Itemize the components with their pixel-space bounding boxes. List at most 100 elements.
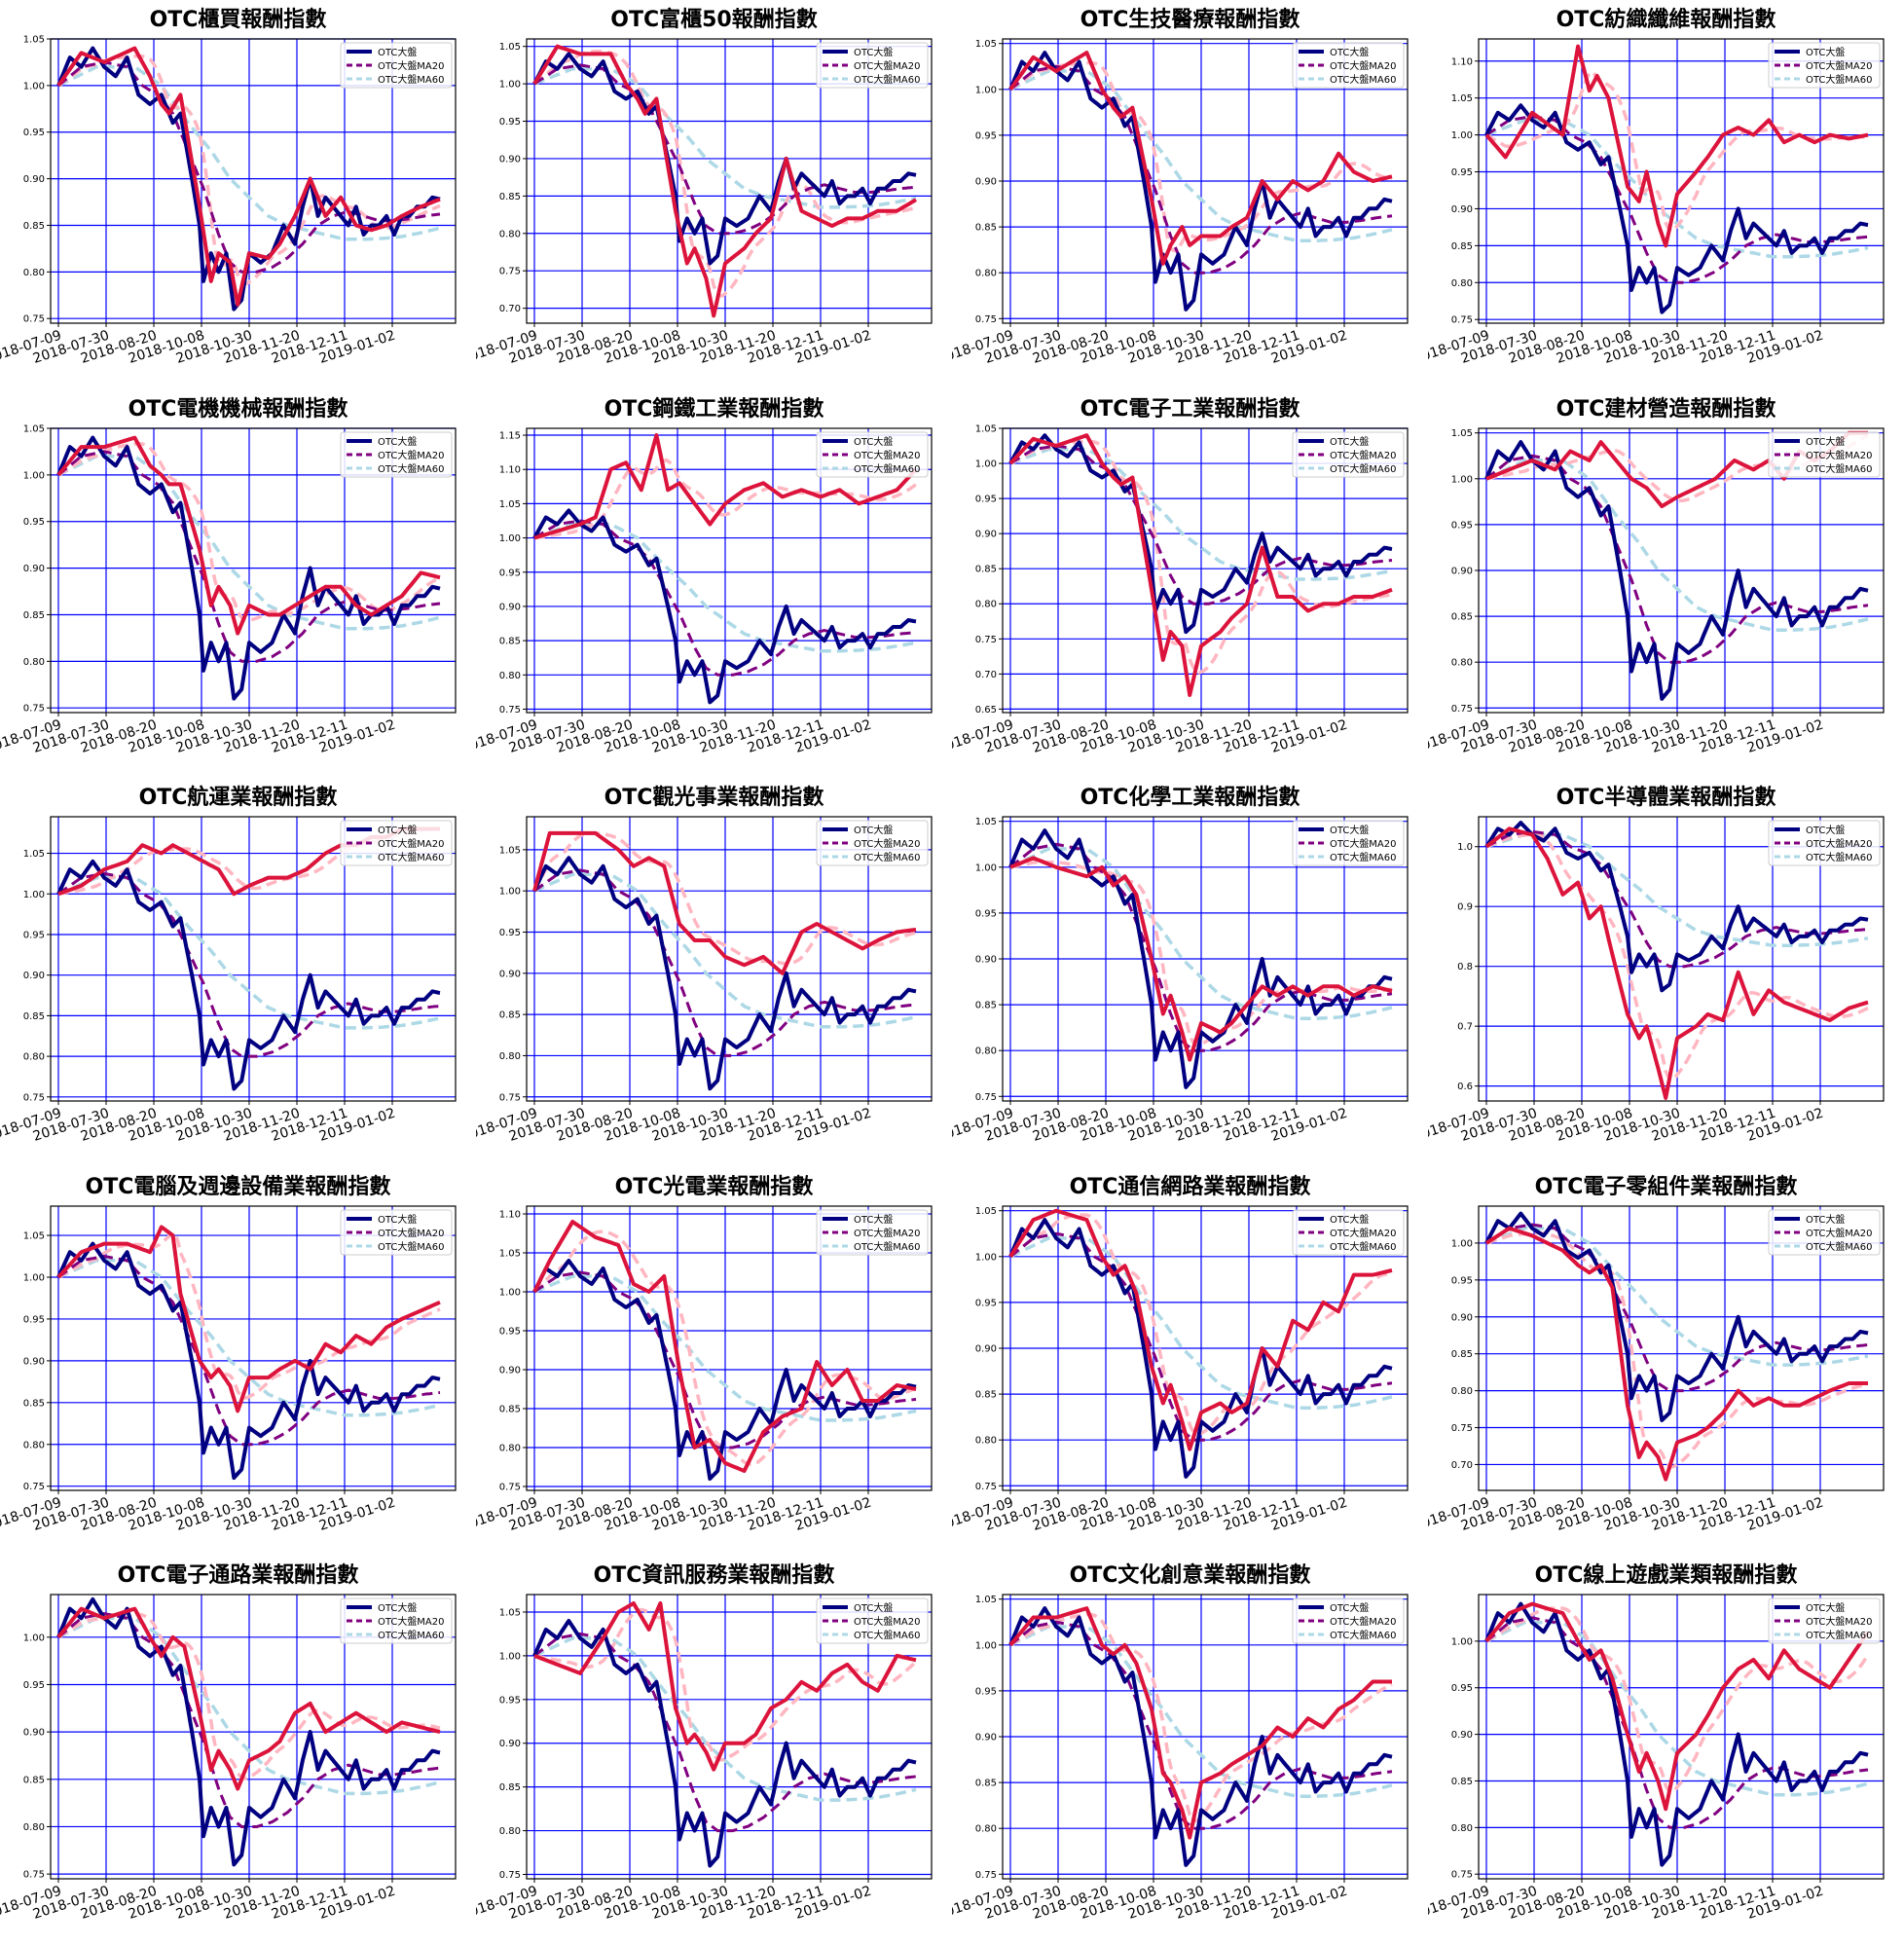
chart-panel: OTC文化創意業報酬指數 0.75 0.80 0.85 0.90 0.95 1.00 1.05…	[952, 1556, 1428, 1945]
plot-frame	[526, 1594, 933, 1880]
y-tick-label: 1.05	[1451, 93, 1473, 104]
plot-frame	[1478, 38, 1885, 324]
series-ma60-line	[1009, 69, 1393, 242]
series-ma20-line	[1009, 1231, 1393, 1442]
legend-label: OTC大盤	[1330, 46, 1369, 58]
legend-box	[1292, 42, 1405, 89]
series-market-line	[1484, 439, 1869, 701]
chart-panel: OTC化學工業報酬指數 0.75 0.80 0.85 0.90 0.95 1.00 1.05 2…	[952, 778, 1428, 1167]
y-tick-label: 0.90	[975, 1733, 997, 1743]
y-tick-label: 0.80	[499, 670, 521, 680]
legend-box	[340, 820, 453, 866]
y-tick-label: 0.85	[975, 1389, 997, 1400]
y-tick-label: 0.75	[1451, 1423, 1473, 1434]
series-market-line	[1484, 821, 1869, 993]
y-tick-label: 0.80	[975, 269, 997, 279]
legend-box	[1768, 42, 1881, 89]
series-ma20-line	[1009, 842, 1393, 1052]
series-ma20-line	[533, 868, 917, 1058]
y-tick-label: 0.85	[499, 1404, 521, 1414]
series-market-line	[532, 856, 917, 1091]
y-tick-label: 1.00	[499, 533, 521, 544]
y-tick-label: 0.80	[1451, 1823, 1473, 1834]
y-tick-label: 0.85	[1451, 241, 1473, 252]
chart-svg: 0.750.800.850.900.951.001.052018-07-0920…	[952, 38, 1409, 367]
chart-panel: OTC電腦及週邊設備業報酬指數 0.75 0.80 0.85 0.90 0.95 1.00 1…	[0, 1167, 476, 1557]
y-tick-label: 0.90	[499, 602, 521, 612]
chart-panel: OTC航運業報酬指數 0.75 0.80 0.85 0.90 0.95 1.00 1.05 20…	[0, 778, 476, 1167]
y-tick-label: 0.85	[1451, 1777, 1473, 1787]
y-tick-label: 1.00	[975, 1252, 997, 1263]
y-tick-label: 0.95	[23, 128, 45, 138]
series-sector-line	[1484, 1226, 1868, 1482]
y-tick-label: 0.8	[1457, 962, 1473, 972]
y-tick-label: 1.00	[1451, 1637, 1473, 1648]
y-tick-label: 0.80	[975, 1435, 997, 1446]
y-tick-label: 0.6	[1457, 1082, 1473, 1092]
y-tick-label: 0.95	[23, 1314, 45, 1325]
legend-box	[816, 42, 929, 89]
y-tick-label: 0.75	[499, 705, 521, 716]
y-tick-label: 0.90	[499, 969, 521, 979]
y-tick-label: 0.95	[975, 494, 997, 504]
series-ma60-line	[533, 1274, 917, 1422]
y-tick-label: 0.7	[1457, 1022, 1473, 1033]
legend-label: OTC大盤	[1806, 1601, 1845, 1614]
chart-panel: OTC通信網路業報酬指數 0.75 0.80 0.85 0.90 0.95 1.00 1.05…	[952, 1167, 1428, 1557]
chart-panel: OTC觀光事業報酬指數 0.75 0.80 0.85 0.90 0.95 1.00 1.05 2…	[476, 778, 952, 1167]
legend-box	[1292, 431, 1405, 478]
series-market-line	[56, 860, 441, 1091]
chart-panel: OTC光電業報酬指數 0.75 0.80 0.85 0.90 0.95 1.00 1.05 1.…	[476, 1167, 952, 1557]
series-market-line	[1008, 1606, 1393, 1868]
series-ma60-line	[57, 876, 441, 1030]
y-tick-label: 0.95	[23, 1680, 45, 1691]
legend-label: OTC大盤MA60	[378, 462, 444, 475]
series-sector-line	[1008, 432, 1393, 697]
y-tick-label: 0.90	[1451, 1312, 1473, 1323]
y-tick-label: 1.15	[499, 430, 521, 441]
plot-frame	[50, 426, 457, 714]
series-ma20-line	[57, 872, 441, 1058]
chart-title: OTC光電業報酬指數	[614, 1174, 814, 1199]
y-tick-label: 1.05	[975, 423, 997, 434]
legend-label: OTC大盤MA20	[854, 1615, 920, 1628]
legend-label: OTC大盤	[854, 1601, 893, 1614]
chart-title: OTC電子工業報酬指數	[1080, 396, 1300, 422]
series-market-line	[1484, 1211, 1869, 1422]
legend-label: OTC大盤MA20	[1330, 837, 1396, 850]
legend-label: OTC大盤MA20	[854, 1227, 920, 1239]
plot-frame	[1002, 426, 1409, 714]
legend-label: OTC大盤MA20	[1330, 1227, 1396, 1239]
plot-frame	[526, 816, 933, 1102]
series-sector-line	[1484, 1601, 1870, 1812]
plot-frame	[50, 816, 457, 1102]
y-tick-label: 0.70	[1451, 1460, 1473, 1471]
series-ma60-line	[1485, 832, 1869, 948]
series-ma60-line	[1485, 118, 1869, 259]
plot-frame	[526, 38, 933, 324]
chart-title: OTC生技醫療報酬指數	[1080, 8, 1300, 32]
y-tick-label: 1.05	[23, 849, 45, 860]
chart-title: OTC電子通路業報酬指數	[117, 1563, 359, 1589]
series-market-line	[1008, 1217, 1393, 1479]
y-tick-label: 0.80	[499, 229, 521, 239]
y-tick-label: 0.85	[23, 1776, 45, 1786]
legend-box	[816, 820, 929, 866]
y-tick-label: 0.80	[1451, 657, 1473, 668]
chart-svg: 0.60.70.80.91.02018-07-092018-07-302018-…	[1428, 816, 1885, 1145]
series-market-line	[1484, 103, 1869, 314]
chart-title: OTC富櫃50報酬指數	[610, 8, 818, 32]
y-tick-label: 1.10	[499, 464, 521, 475]
legend-label: OTC大盤MA20	[854, 449, 920, 461]
series-ma60-line	[57, 64, 441, 241]
chart-panel: OTC櫃買報酬指數 0.75 0.80 0.85 0.90 0.95 1.00 1.05 201…	[0, 0, 476, 389]
chart-title: OTC紡織纖維報酬指數	[1556, 8, 1776, 32]
y-tick-label: 1.05	[499, 1248, 521, 1259]
